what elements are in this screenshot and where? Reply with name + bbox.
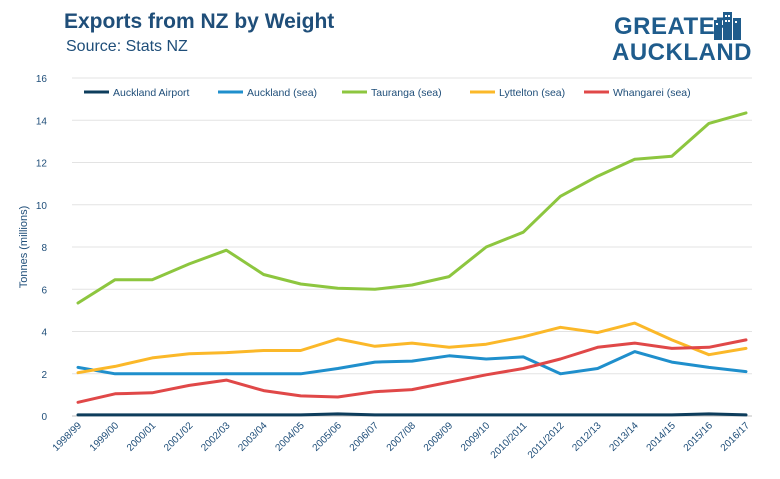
legend-label: Auckland (sea) [247, 87, 317, 99]
x-tick-label: 2010/2011 [489, 420, 530, 461]
logo-text-line2: AUCKLAND [612, 39, 752, 66]
city-skyline-icon [714, 12, 741, 40]
chart-subtitle: Source: Stats NZ [66, 38, 188, 55]
series-line-2 [76, 111, 748, 305]
y-tick-label: 10 [36, 201, 48, 212]
series-lines [76, 111, 748, 417]
x-axis-ticks: 1998/99 1999/00 2000/01 2001/02 2002/03 2003/… [51, 420, 753, 461]
logo-text-line1: GREATER [614, 13, 734, 40]
y-tick-label: 12 [36, 159, 48, 170]
y-tick-label: 6 [41, 285, 47, 296]
greater-auckland-logo: GREATER AUCKLAND [612, 10, 762, 66]
series-line-1 [76, 350, 748, 376]
x-tick-label: 2016/17 [719, 420, 753, 454]
y-tick-label: 14 [36, 116, 48, 127]
x-tick-label: 2014/15 [645, 420, 679, 454]
y-axis-ticks: 0 2 4 6 8 10 12 14 16 [36, 74, 48, 423]
series-line-0 [76, 412, 748, 417]
series-line-3 [76, 321, 748, 375]
series-line-4 [76, 338, 748, 404]
legend-label: Tauranga (sea) [371, 87, 442, 99]
legend-label: Lyttelton (sea) [499, 87, 565, 99]
x-tick-label: 2002/03 [199, 420, 233, 454]
x-tick-label: 2015/16 [682, 420, 716, 454]
y-tick-label: 4 [41, 328, 47, 339]
x-tick-label: 2007/08 [385, 420, 419, 454]
legend-label: Auckland Airport [113, 87, 190, 99]
x-tick-label: 1998/99 [51, 420, 85, 454]
y-tick-label: 2 [41, 370, 47, 381]
legend: Auckland Airport Auckland (sea) Tauranga (… [84, 87, 691, 99]
x-tick-label: 2009/10 [459, 420, 493, 454]
chart-title: Exports from NZ by Weight [64, 10, 335, 33]
x-tick-label: 2006/07 [348, 420, 382, 454]
y-axis-label: Tonnes (millions) [18, 206, 30, 289]
x-tick-label: 1999/00 [88, 420, 122, 454]
gridlines [72, 77, 752, 417]
y-tick-label: 16 [36, 74, 48, 85]
x-tick-label: 2001/02 [162, 420, 196, 454]
x-tick-label: 2003/04 [236, 420, 270, 454]
x-tick-label: 2004/05 [273, 420, 307, 454]
x-tick-label: 2012/13 [570, 420, 604, 454]
legend-label: Whangarei (sea) [613, 87, 691, 99]
x-tick-label: 2011/2012 [526, 420, 567, 461]
y-tick-label: 8 [41, 243, 47, 254]
x-tick-label: 2000/01 [125, 420, 159, 454]
x-tick-label: 2008/09 [422, 420, 456, 454]
y-tick-label: 0 [41, 412, 47, 423]
x-tick-label: 2005/06 [311, 420, 345, 454]
x-tick-label: 2013/14 [607, 420, 641, 454]
